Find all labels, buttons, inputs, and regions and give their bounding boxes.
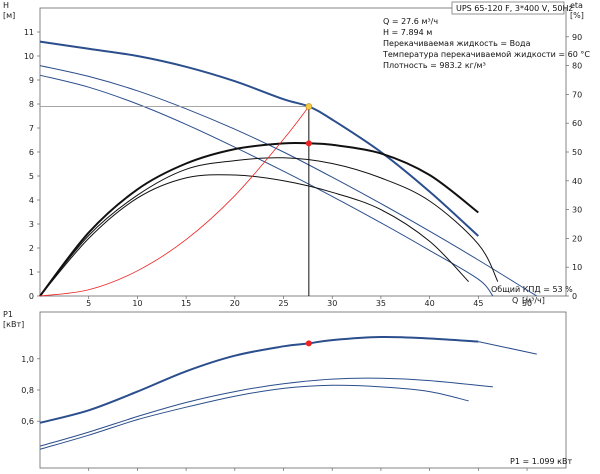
head-tick-label: 11	[24, 28, 34, 37]
eta-curve	[39, 174, 469, 297]
system-curve	[39, 106, 310, 297]
pump-title-box	[451, 1, 565, 15]
head-tick-label: 7	[29, 124, 34, 133]
head-tick-label: 9	[29, 76, 34, 85]
efficiency-axis-unit: [%]	[570, 11, 584, 20]
x-tick-label: 15	[181, 299, 191, 308]
head-tick-label: 0	[29, 292, 34, 301]
head-tick-label: 1	[29, 268, 34, 277]
duty-point-efficiency	[305, 140, 312, 147]
eta-tick-label: 0	[572, 292, 577, 301]
info-head: H = 7.894 м	[383, 28, 432, 37]
duty-info-block: Q = 27.6 м³/ч H = 7.894 м Перекачиваемая…	[382, 17, 590, 70]
head-curve	[39, 74, 494, 297]
x-tick-label: 10	[132, 299, 142, 308]
eta-tick-label: 80	[572, 62, 582, 71]
eta-tick-label: 90	[572, 33, 582, 42]
efficiency-axis-label: eta	[570, 1, 583, 10]
eta-tick-label: 60	[572, 119, 582, 128]
head-tick-label: 10	[24, 52, 34, 61]
info-liquid: Перекачиваемая жидкость = Вода	[383, 39, 531, 48]
power-note: P1 = 1.099 кВт	[510, 457, 572, 466]
head-tick-label: 6	[29, 148, 34, 157]
x-tick-label: 35	[376, 299, 386, 308]
head-tick-label: 2	[29, 244, 34, 253]
x-tick-label: 40	[425, 299, 435, 308]
duty-point-head	[305, 103, 313, 110]
head-axis-label: H	[3, 1, 9, 10]
info-density: Плотность = 983.2 кг/м³	[383, 61, 486, 70]
head-curve	[39, 65, 538, 297]
eta-tick-label: 70	[572, 90, 582, 99]
power-curve	[39, 377, 493, 447]
head-tick-label: 4	[29, 196, 34, 205]
power-curve	[39, 384, 469, 450]
head-curve	[39, 40, 479, 237]
head-tick-label: 5	[29, 172, 34, 181]
power-tick-label: 0,6	[21, 417, 34, 426]
info-flow: Q = 27.6 м³/ч	[383, 17, 438, 26]
eta-curve	[39, 141, 479, 297]
flow-axis-label: Q	[512, 296, 518, 305]
flow-axis-unit: [м³/ч]	[522, 296, 545, 305]
power-tick-label: 1,0	[21, 355, 34, 364]
eta-tick-label: 20	[572, 234, 582, 243]
head-axis-unit: [м]	[3, 11, 15, 20]
duty-point-power	[305, 340, 312, 347]
power-axis-unit: [кВт]	[3, 320, 24, 329]
power-curve	[39, 335, 479, 424]
eta-curve	[39, 157, 499, 297]
power-tick-label: 0,8	[21, 386, 34, 395]
power-axis-label: P1	[3, 310, 13, 319]
eta-tick-label: 30	[572, 206, 582, 215]
x-tick-label: 30	[327, 299, 337, 308]
power-curve	[478, 341, 537, 355]
efficiency-note: Общий КПД = 53 %	[491, 285, 573, 294]
x-tick-label: 45	[473, 299, 483, 308]
eta-tick-label: 40	[572, 177, 582, 186]
eta-tick-label: 50	[572, 148, 582, 157]
x-tick-label: 5	[86, 299, 91, 308]
eta-tick-label: 10	[572, 263, 582, 272]
head-tick-label: 3	[29, 220, 34, 229]
info-temperature: Температура перекачиваемой жидкости = 60…	[382, 50, 590, 59]
x-tick-label: 50	[522, 299, 532, 308]
pump-title: UPS 65-120 F, 3*400 V, 50Hz	[456, 4, 573, 13]
x-tick-label: 20	[230, 299, 240, 308]
x-tick-label: 25	[278, 299, 288, 308]
head-tick-label: 8	[29, 100, 34, 109]
